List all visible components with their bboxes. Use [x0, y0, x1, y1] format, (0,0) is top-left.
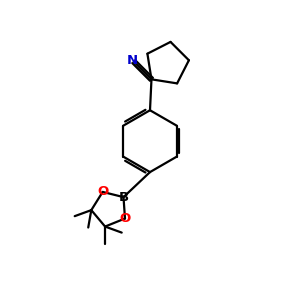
Text: N: N [127, 54, 138, 67]
Text: O: O [97, 185, 108, 198]
Text: O: O [119, 212, 130, 225]
Text: B: B [118, 190, 129, 204]
